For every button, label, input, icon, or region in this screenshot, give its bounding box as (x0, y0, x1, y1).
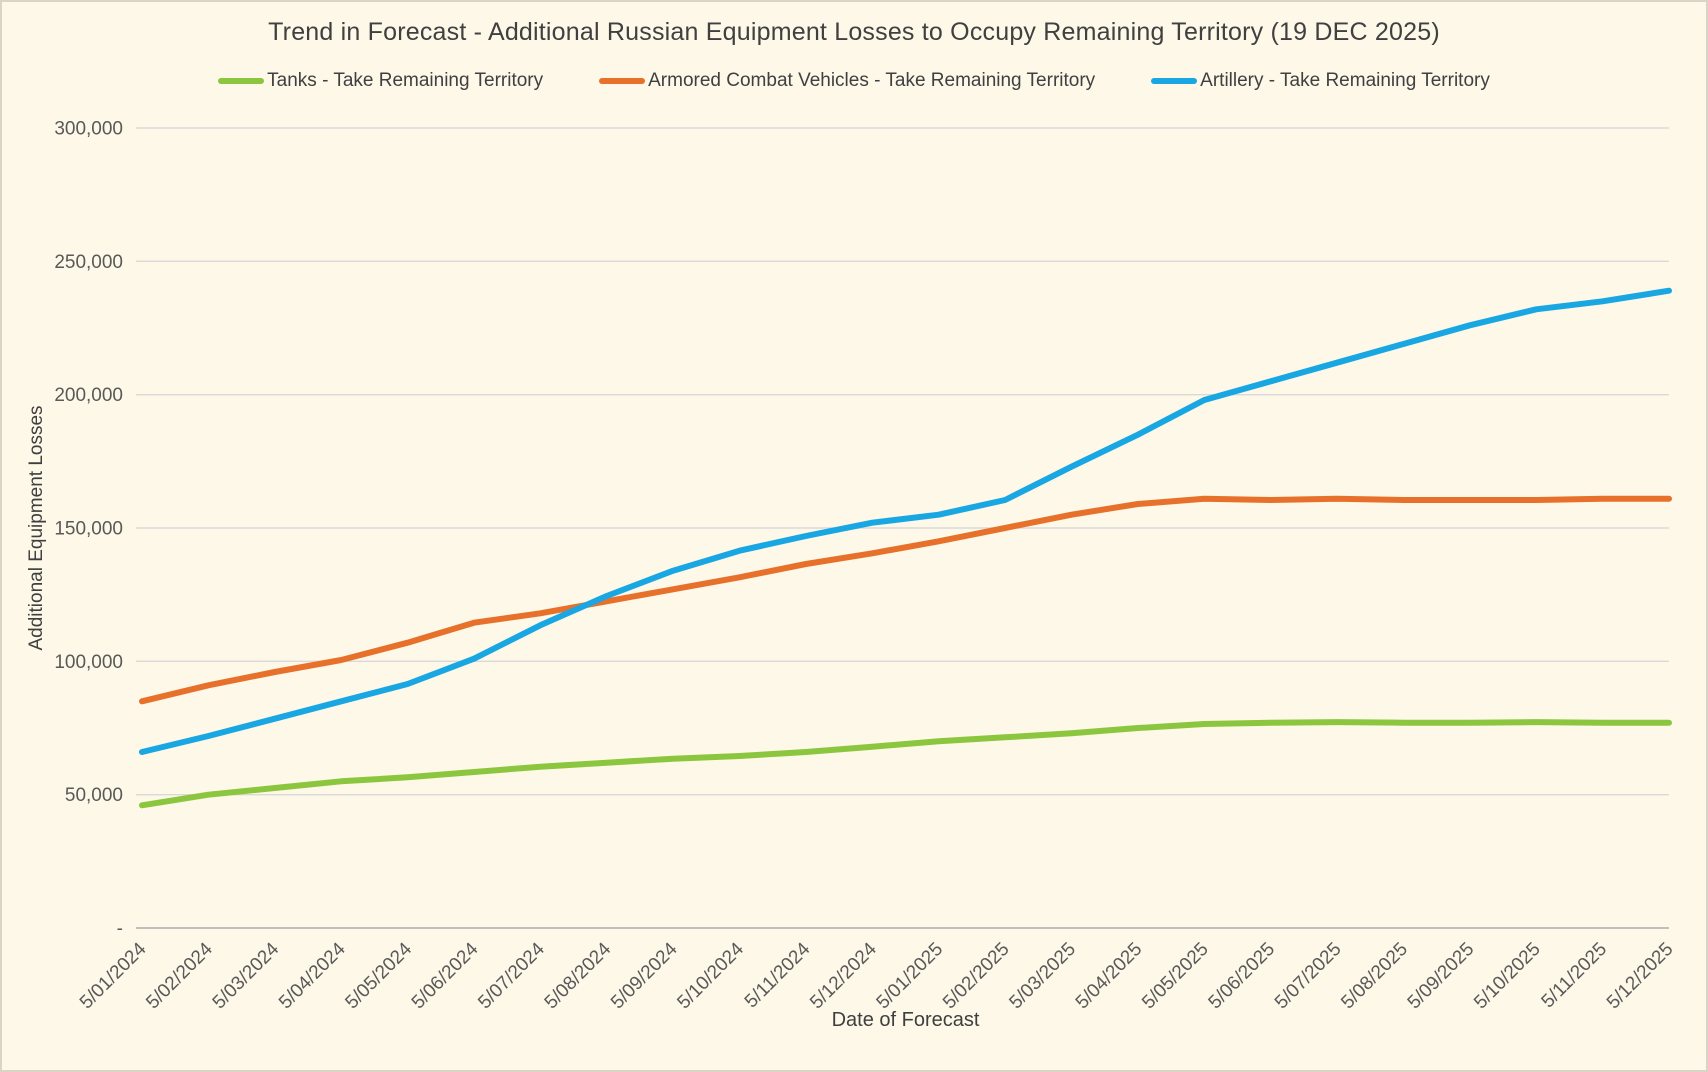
y-tick-label: 150,000 (54, 519, 123, 540)
y-tick-label: 300,000 (54, 119, 123, 140)
x-tick-label: 5/09/2025 (1404, 939, 1479, 1014)
legend-line-swatch (218, 78, 265, 84)
series-line-1[interactable] (139, 719, 1672, 809)
x-tick-label: 5/08/2024 (541, 938, 616, 1013)
x-tick-label: 5/04/2025 (1072, 939, 1147, 1014)
x-tick-label: 5/07/2024 (474, 938, 549, 1013)
chart-title: Trend in Forecast - Additional Russian E… (268, 18, 1440, 46)
series-line-2[interactable] (139, 495, 1672, 705)
y-axis-title: Additional Equipment Losses (26, 405, 47, 650)
y-tick-label: 50,000 (65, 785, 123, 806)
legend-item-label: Armored Combat Vehicles - Take Remaining… (648, 70, 1096, 91)
x-tick-label: 5/10/2024 (673, 938, 748, 1013)
legend-item-label: Tanks - Take Remaining Territory (267, 70, 544, 91)
x-tick-label: 5/03/2025 (1005, 939, 1080, 1014)
x-tick-label: 5/01/2024 (76, 938, 151, 1013)
x-tick-label: 5/03/2024 (209, 938, 284, 1013)
legend-item-2[interactable]: Armored Combat Vehicles - Take Remaining… (599, 70, 1095, 92)
x-tick-label: 5/04/2024 (275, 938, 350, 1013)
x-tick-label: 5/12/2024 (806, 938, 881, 1013)
y-tick-label: - (117, 919, 123, 940)
x-tick-label: 5/08/2025 (1337, 939, 1412, 1014)
x-axis-title: Date of Forecast (832, 1009, 980, 1031)
chart-legend: Tanks - Take Remaining Territory Armored … (2, 70, 1706, 92)
x-tick-label: 5/05/2025 (1138, 939, 1213, 1014)
x-tick-label: 5/10/2025 (1470, 939, 1545, 1014)
x-tick-label: 5/02/2025 (939, 939, 1014, 1014)
x-tick-label: 5/07/2025 (1271, 939, 1346, 1014)
x-tick-label: 5/02/2024 (142, 938, 217, 1013)
legend-item-1[interactable]: Tanks - Take Remaining Territory (218, 70, 543, 92)
legend-item-label: Artillery - Take Remaining Territory (1200, 70, 1490, 91)
legend-line-swatch (1151, 78, 1198, 84)
y-tick-label: 250,000 (54, 252, 123, 273)
x-tick-label: 5/05/2024 (341, 938, 416, 1013)
x-tick-label: 5/06/2025 (1205, 939, 1280, 1014)
y-tick-label: 100,000 (54, 652, 123, 673)
x-tick-label: 5/01/2025 (873, 939, 948, 1014)
x-tick-label: 5/09/2024 (607, 938, 682, 1013)
x-tick-label: 5/11/2025 (1538, 939, 1612, 1013)
x-tick-label: 5/12/2025 (1603, 939, 1678, 1014)
legend-line-swatch (599, 78, 646, 84)
legend-item-3[interactable]: Artillery - Take Remaining Territory (1151, 70, 1490, 92)
x-tick-label: 5/06/2024 (408, 938, 483, 1013)
series-line-3[interactable] (139, 287, 1672, 755)
x-tick-label: 5/11/2024 (741, 938, 815, 1012)
y-tick-label: 200,000 (54, 385, 123, 406)
